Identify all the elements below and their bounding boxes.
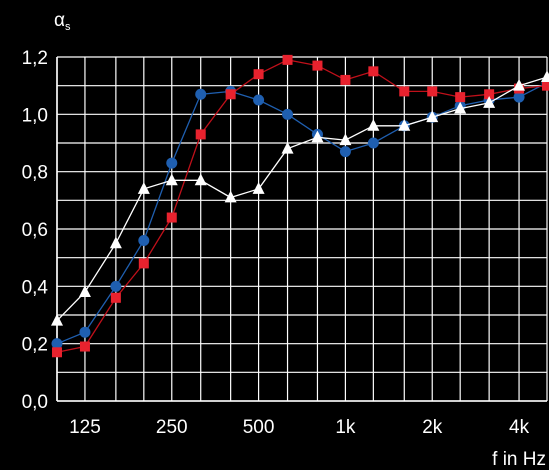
x-tick-label: 2k (422, 417, 443, 438)
data-point (368, 66, 379, 77)
data-point (51, 338, 63, 350)
data-point (79, 326, 91, 338)
data-point (138, 258, 149, 269)
series-line (56, 76, 548, 322)
data-point (110, 292, 121, 303)
data-point (281, 141, 294, 154)
series-group (51, 54, 549, 358)
data-point (367, 137, 379, 149)
tick-labels: 0,0 0,2 0,4 0,6 0,8 1,0 1,2 125 250 500 1k 2k 4k (22, 48, 530, 438)
data-point (454, 101, 467, 114)
data-point (542, 80, 549, 91)
data-point (513, 91, 525, 103)
data-point (138, 234, 150, 246)
data-point (339, 133, 352, 146)
data-point (225, 89, 236, 100)
data-point (52, 347, 62, 358)
data-point (165, 173, 178, 186)
y-tick-label: 0,6 (22, 220, 48, 241)
data-point (195, 88, 207, 100)
data-point (253, 94, 265, 106)
data-point (166, 157, 178, 169)
y-tick-label: 0,8 (22, 163, 48, 184)
data-point (253, 69, 264, 80)
x-tick-label: 4k (509, 417, 530, 438)
y-axis-label: αs (54, 10, 71, 33)
x-tick-label: 125 (69, 417, 101, 438)
data-point (541, 70, 549, 83)
data-point (110, 280, 122, 292)
data-point (282, 54, 293, 65)
data-point (483, 96, 496, 108)
data-point (311, 130, 324, 143)
data-point (484, 89, 495, 100)
series-triangle (51, 70, 549, 326)
data-point (340, 74, 351, 85)
data-point (339, 146, 351, 158)
data-point (426, 110, 439, 123)
data-point (252, 182, 265, 194)
x-tick-label: 250 (156, 417, 188, 438)
data-point (398, 118, 411, 131)
data-point (166, 212, 177, 223)
data-point (79, 341, 90, 352)
data-point (109, 236, 122, 249)
x-axis-label: f in Hz (492, 449, 546, 470)
data-point (312, 60, 323, 71)
y-tick-label: 0,0 (22, 392, 48, 413)
series-square (52, 54, 549, 358)
data-point (399, 86, 410, 97)
data-point (455, 92, 466, 103)
x-tick-label: 1k (335, 417, 356, 438)
x-tick-label: 500 (243, 417, 275, 438)
data-point (282, 108, 294, 120)
y-tick-label: 0,4 (22, 277, 49, 298)
y-tick-label: 1,0 (22, 105, 48, 126)
data-point (367, 118, 380, 131)
data-point (513, 78, 526, 91)
y-tick-label: 1,2 (22, 48, 48, 69)
data-point (51, 313, 63, 326)
data-point (194, 173, 207, 186)
y-tick-label: 0,2 (22, 335, 48, 356)
data-point (224, 190, 237, 203)
data-point (78, 285, 91, 298)
data-point (195, 129, 206, 140)
data-point (427, 86, 438, 97)
data-point (137, 182, 150, 194)
